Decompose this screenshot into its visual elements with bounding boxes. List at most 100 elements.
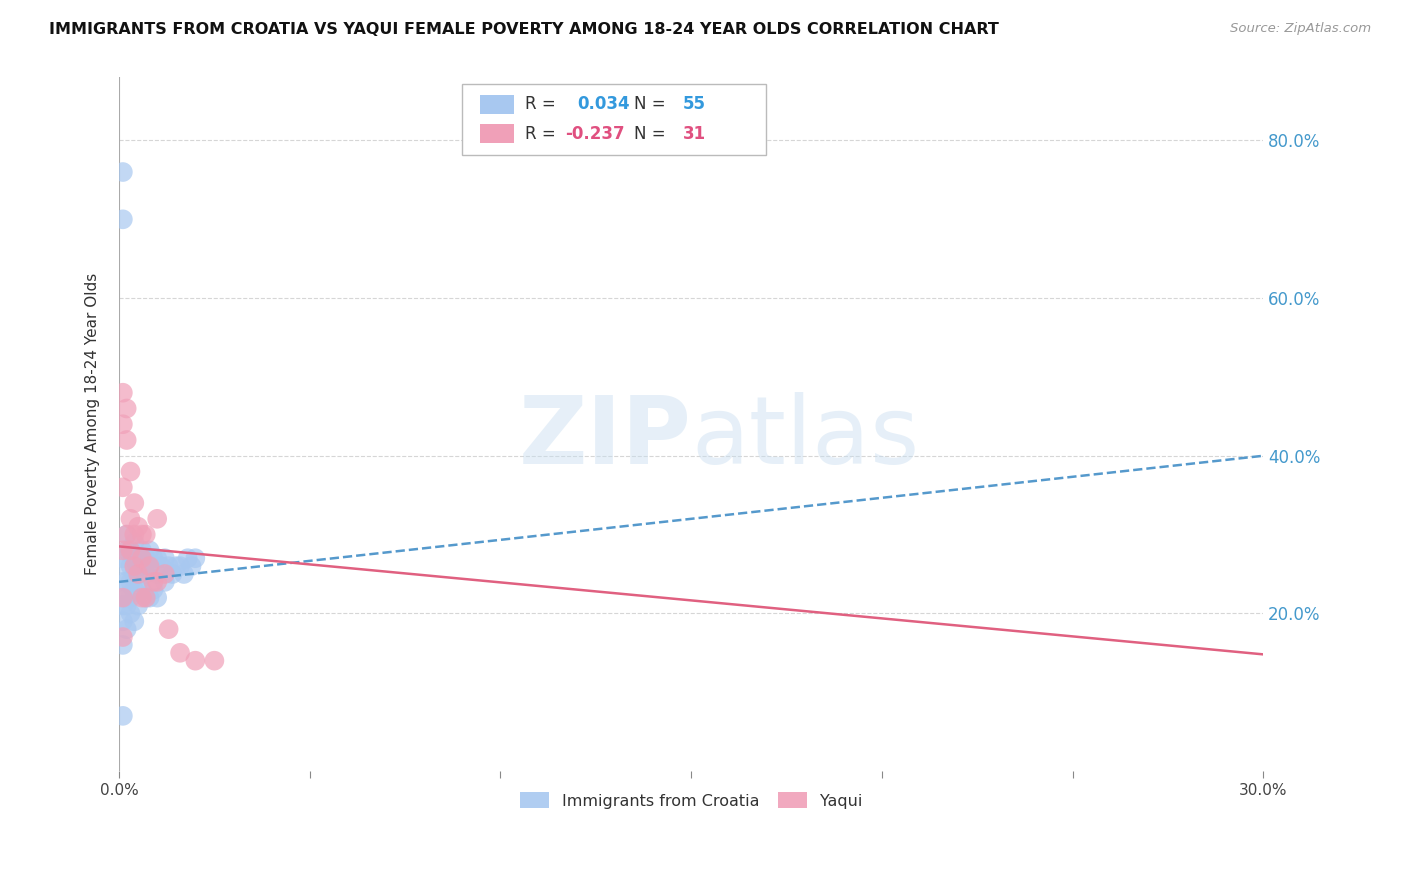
Point bbox=[146, 591, 169, 605]
Point bbox=[127, 574, 149, 589]
Point bbox=[120, 543, 142, 558]
Point bbox=[153, 566, 176, 581]
Point bbox=[115, 622, 138, 636]
Point bbox=[115, 559, 138, 574]
Point bbox=[138, 559, 160, 574]
Point bbox=[131, 543, 153, 558]
Point bbox=[120, 574, 142, 589]
Point bbox=[127, 559, 149, 574]
Point bbox=[111, 480, 134, 494]
Point bbox=[131, 582, 153, 597]
Point bbox=[135, 591, 157, 605]
Point bbox=[111, 591, 134, 605]
Text: IMMIGRANTS FROM CROATIA VS YAQUI FEMALE POVERTY AMONG 18-24 YEAR OLDS CORRELATIO: IMMIGRANTS FROM CROATIA VS YAQUI FEMALE … bbox=[49, 22, 1000, 37]
Y-axis label: Female Poverty Among 18-24 Year Olds: Female Poverty Among 18-24 Year Olds bbox=[86, 273, 100, 575]
Point bbox=[135, 527, 157, 541]
Point bbox=[120, 607, 142, 621]
Point bbox=[150, 559, 173, 574]
Bar bbox=[479, 124, 513, 144]
Point bbox=[120, 543, 142, 558]
Point bbox=[131, 551, 153, 566]
Point bbox=[173, 566, 195, 581]
Point bbox=[111, 574, 134, 589]
Point bbox=[115, 543, 138, 558]
Text: ZIP: ZIP bbox=[519, 392, 692, 484]
Point bbox=[127, 599, 149, 613]
Text: 0.034: 0.034 bbox=[576, 95, 630, 113]
Bar bbox=[479, 95, 513, 114]
Point bbox=[115, 527, 138, 541]
Point bbox=[111, 212, 134, 227]
Point bbox=[115, 527, 138, 541]
Point bbox=[146, 551, 169, 566]
Point bbox=[111, 630, 134, 644]
Point bbox=[115, 599, 138, 613]
Point bbox=[165, 559, 187, 574]
Point bbox=[124, 615, 146, 629]
Text: Source: ZipAtlas.com: Source: ZipAtlas.com bbox=[1230, 22, 1371, 36]
Point bbox=[157, 559, 180, 574]
Point bbox=[146, 512, 169, 526]
Point bbox=[153, 574, 176, 589]
Point bbox=[111, 709, 134, 723]
Point bbox=[202, 654, 225, 668]
Text: N =: N = bbox=[634, 125, 671, 143]
Point bbox=[115, 574, 138, 589]
Point bbox=[135, 566, 157, 581]
Point bbox=[146, 574, 169, 589]
Point bbox=[162, 566, 184, 581]
Text: N =: N = bbox=[634, 95, 671, 113]
Text: 31: 31 bbox=[683, 125, 706, 143]
Point bbox=[120, 465, 142, 479]
Point bbox=[111, 385, 134, 400]
Point bbox=[135, 551, 157, 566]
Point bbox=[124, 559, 146, 574]
FancyBboxPatch shape bbox=[463, 85, 766, 155]
Point bbox=[120, 559, 142, 574]
Point bbox=[111, 591, 134, 605]
Point bbox=[177, 551, 200, 566]
Point bbox=[184, 654, 207, 668]
Point bbox=[124, 551, 146, 566]
Point bbox=[115, 591, 138, 605]
Point bbox=[120, 591, 142, 605]
Point bbox=[131, 527, 153, 541]
Text: R =: R = bbox=[526, 95, 561, 113]
Point bbox=[142, 574, 165, 589]
Text: 55: 55 bbox=[683, 95, 706, 113]
Point bbox=[157, 622, 180, 636]
Point bbox=[111, 638, 134, 652]
Point bbox=[127, 551, 149, 566]
Point bbox=[127, 519, 149, 533]
Point bbox=[124, 527, 146, 541]
Point bbox=[111, 599, 134, 613]
Point bbox=[153, 551, 176, 566]
Point bbox=[184, 551, 207, 566]
Point bbox=[135, 591, 157, 605]
Point bbox=[115, 433, 138, 447]
Text: atlas: atlas bbox=[692, 392, 920, 484]
Point bbox=[131, 559, 153, 574]
Text: R =: R = bbox=[526, 125, 561, 143]
Point bbox=[124, 496, 146, 510]
Point bbox=[142, 551, 165, 566]
Point bbox=[138, 543, 160, 558]
Point bbox=[111, 615, 134, 629]
Point bbox=[138, 559, 160, 574]
Point bbox=[142, 582, 165, 597]
Point bbox=[115, 401, 138, 416]
Point bbox=[131, 591, 153, 605]
Legend: Immigrants from Croatia, Yaqui: Immigrants from Croatia, Yaqui bbox=[513, 786, 869, 815]
Point bbox=[111, 417, 134, 432]
Point bbox=[124, 582, 146, 597]
Point bbox=[169, 559, 191, 574]
Point bbox=[111, 165, 134, 179]
Point bbox=[124, 566, 146, 581]
Point bbox=[111, 551, 134, 566]
Point bbox=[146, 566, 169, 581]
Text: -0.237: -0.237 bbox=[565, 125, 624, 143]
Point bbox=[180, 559, 202, 574]
Point bbox=[169, 646, 191, 660]
Point bbox=[127, 566, 149, 581]
Point bbox=[124, 535, 146, 549]
